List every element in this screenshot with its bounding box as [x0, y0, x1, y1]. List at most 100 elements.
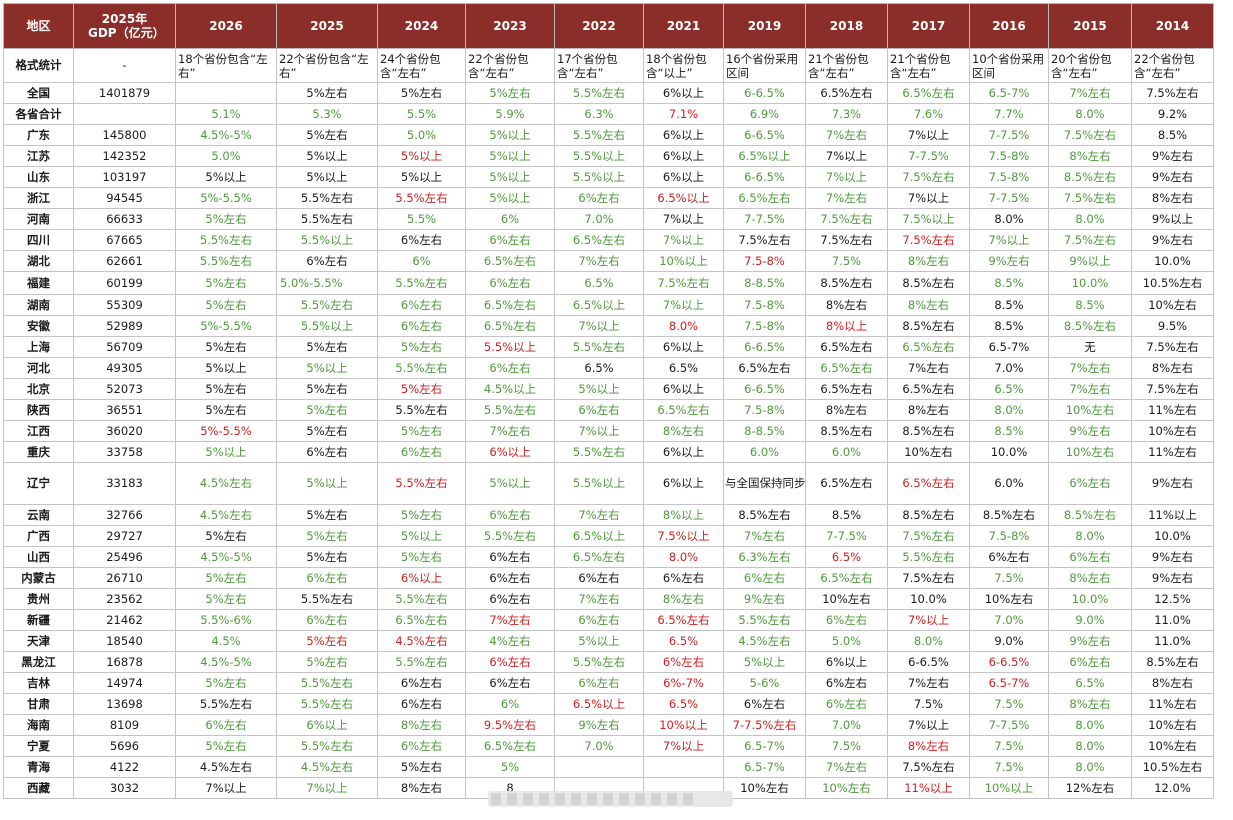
- target-cell: 8.5%: [969, 315, 1049, 337]
- table-row: 甘肃 13698 5.5%左右 5.5%左右 6%左右 6% 6.5%以上 6.5% 6%左右 6…: [3, 693, 1214, 715]
- header-year: 2025: [276, 3, 378, 49]
- target-cell: 5%左右: [276, 546, 378, 568]
- target-cell: 9.2%: [1131, 103, 1214, 125]
- table-row: 海南 8109 6%左右 6%以上 8%左右 9.5%左右 9%左右 10%以上 7-7.5%左…: [3, 714, 1214, 736]
- table-row: 浙江 94545 5%-5.5% 5.5%左右 5.5%左右 5%以上 6%左右 6.5%以上…: [3, 187, 1214, 209]
- gdp-cell: 55309: [73, 294, 176, 316]
- target-cell: 6%左右: [465, 504, 555, 526]
- target-cell: 5%左右: [175, 567, 277, 589]
- target-cell: 10.0%: [1131, 525, 1214, 547]
- format-cell: 16个省份采用区间: [723, 48, 806, 83]
- target-cell: 4.5%左右: [175, 504, 277, 526]
- target-cell: 7%以上: [554, 420, 644, 442]
- target-cell: 8.5%: [1048, 294, 1132, 316]
- target-cell: 6.5%左右: [887, 378, 970, 400]
- region-cell: 广东: [3, 124, 74, 146]
- table-row: 广西 29727 5%左右 5%左右 5%以上 5.5%左右 6.5%以上 7.5%以上 7%左…: [3, 525, 1214, 547]
- target-cell: 6.5%: [643, 693, 724, 715]
- target-cell: 5.3%: [276, 103, 378, 125]
- target-cell: 7.1%: [643, 103, 724, 125]
- table-row: 陕西 36551 5%左右 5%左右 5.5%左右 5.5%左右 6%左右 6.5%左右 7.5…: [3, 399, 1214, 421]
- region-cell: 福建: [3, 271, 74, 295]
- target-cell: 5.9%: [465, 103, 555, 125]
- target-cell: 8.5%左右: [887, 504, 970, 526]
- target-cell: 5.5%左右: [554, 336, 644, 358]
- target-cell: 7%左右: [465, 609, 555, 631]
- target-cell: 4.5%左右: [723, 630, 806, 652]
- target-cell: 10%以上: [643, 714, 724, 736]
- region-cell: 江西: [3, 420, 74, 442]
- target-cell: 6%以上: [805, 651, 888, 673]
- target-cell: 4.5%-5%: [175, 651, 277, 673]
- target-cell: 6%左右: [377, 315, 466, 337]
- gdp-cell: 29727: [73, 525, 176, 547]
- target-cell: 5%以上: [465, 166, 555, 188]
- target-cell: 7%以上: [643, 229, 724, 251]
- target-cell: 7%左右: [887, 357, 970, 379]
- gdp-cell: 1401879: [73, 82, 176, 104]
- target-cell: [643, 756, 724, 778]
- target-cell: 6.5%左右: [554, 546, 644, 568]
- target-cell: 5.5%左右: [175, 693, 277, 715]
- table-row: 青海 4122 4.5%左右 4.5%左右 5%左右 5% 6.5-7% 7%左右 7.5%左右…: [3, 756, 1214, 778]
- target-cell: 8.5%左右: [969, 504, 1049, 526]
- target-cell: 11.0%: [1131, 630, 1214, 652]
- gdp-cell: 4122: [73, 756, 176, 778]
- gdp-cell: 14974: [73, 672, 176, 694]
- target-cell: 7.5%左右: [1048, 187, 1132, 209]
- target-cell: 6%左右: [465, 229, 555, 251]
- target-cell: 5%左右: [377, 504, 466, 526]
- target-cell: 5%以上: [175, 166, 277, 188]
- region-cell: 湖南: [3, 294, 74, 316]
- target-cell: 5.5%-6%: [175, 609, 277, 631]
- target-cell: 7.5%左右: [1131, 378, 1214, 400]
- target-cell: 8%左右: [1131, 672, 1214, 694]
- target-cell: 5.5%以上: [276, 315, 378, 337]
- target-cell: 5.5%: [377, 103, 466, 125]
- target-cell: [554, 756, 644, 778]
- header-year: 2014: [1131, 3, 1214, 49]
- region-cell: 山东: [3, 166, 74, 188]
- target-cell: 5.5%左右: [377, 399, 466, 421]
- target-cell: 7-7.5%: [887, 145, 970, 167]
- target-cell: 8%左右: [643, 588, 724, 610]
- target-cell: 5%左右: [377, 82, 466, 104]
- region-cell: 云南: [3, 504, 74, 526]
- table-row: 湖南 55309 5%左右 5.5%左右 6%左右 6.5%左右 6.5%以上 7%以上 7.5…: [3, 294, 1214, 316]
- target-cell: 5.5%左右: [175, 250, 277, 272]
- target-cell: 7.0%: [969, 609, 1049, 631]
- target-cell: 8.5%: [969, 271, 1049, 295]
- target-cell: 5%以上: [175, 357, 277, 379]
- target-cell: 7%以上: [554, 315, 644, 337]
- target-cell: 4.5%-5%: [175, 124, 277, 146]
- gdp-cell: 26710: [73, 567, 176, 589]
- target-cell: 5.5%左右: [175, 229, 277, 251]
- gdp-cell: 49305: [73, 357, 176, 379]
- table-row: 河南 66633 5%左右 5.5%左右 5.5% 6% 7.0% 7%以上 7-7.5% 7.5…: [3, 208, 1214, 230]
- target-cell: 5%左右: [276, 336, 378, 358]
- target-cell: 7.5-8%: [723, 399, 806, 421]
- target-cell: 8-8.5%: [723, 271, 806, 295]
- target-cell: 5.5%左右: [377, 357, 466, 379]
- gdp-cell: 142352: [73, 145, 176, 167]
- target-cell: 12%左右: [1048, 777, 1132, 799]
- target-cell: 7%左右: [554, 504, 644, 526]
- target-cell: 5%左右: [276, 378, 378, 400]
- target-cell: 6.5-7%: [723, 756, 806, 778]
- target-cell: 6%左右: [465, 567, 555, 589]
- target-cell: 6%左右: [805, 609, 888, 631]
- target-cell: 6%左右: [377, 441, 466, 463]
- table-row: 云南 32766 4.5%左右 5%左右 5%左右 6%左右 7%左右 8%以上 8.5%左右 8…: [3, 504, 1214, 526]
- region-cell: 陕西: [3, 399, 74, 421]
- target-cell: 7%左右: [887, 672, 970, 694]
- target-cell: 8%左右: [377, 777, 466, 799]
- target-cell: 5.5%左右: [276, 672, 378, 694]
- target-cell: 9%左右: [1131, 166, 1214, 188]
- target-cell: 5.0%: [175, 145, 277, 167]
- target-cell: 11%以上: [1131, 504, 1214, 526]
- target-cell: 6%以上: [643, 336, 724, 358]
- gdp-cell: 5696: [73, 735, 176, 757]
- target-cell: 7-7.5%左右: [723, 714, 806, 736]
- table-row: 辽宁 33183 4.5%左右 5%以上 5.5%左右 5%以上 5.5%以上 6%以上 与全国…: [3, 462, 1214, 505]
- format-cell: 10个省份采用区间: [969, 48, 1049, 83]
